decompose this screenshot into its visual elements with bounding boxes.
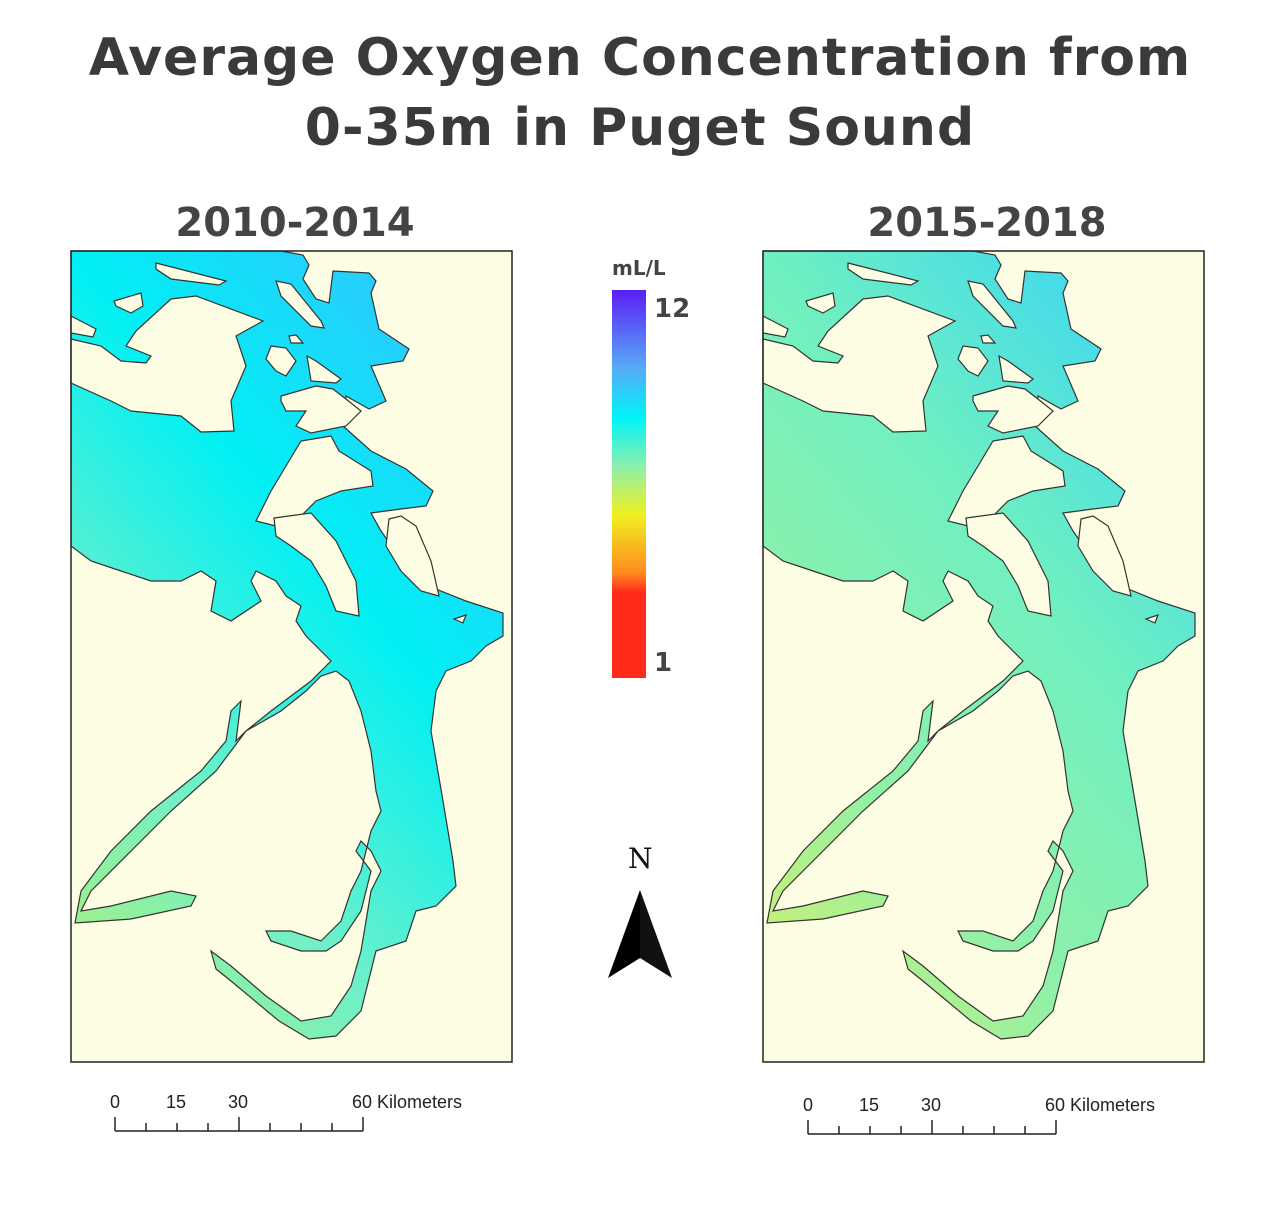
island	[998, 354, 1034, 384]
island	[275, 280, 325, 329]
map-frame	[762, 250, 1205, 1063]
island	[255, 435, 374, 527]
panel-title-2010-2014: 2010-2014	[175, 200, 415, 246]
legend-colorbar	[612, 290, 646, 678]
water-oxygen-surface	[70, 250, 504, 1040]
island	[947, 435, 1066, 527]
panel-title-2015-2018: 2015-2018	[867, 200, 1107, 246]
scale-label-30: 30	[921, 1095, 942, 1115]
island	[306, 354, 342, 384]
north-label: N	[628, 842, 653, 875]
water-oxygen-surface	[762, 250, 1196, 1040]
map-panel-2015-2018	[762, 250, 1205, 1063]
island	[847, 262, 920, 286]
island	[762, 295, 957, 433]
map-title-line-1: Average Oxygen Concentration from	[88, 28, 1192, 88]
map-title-line-2: 0-35m in Puget Sound	[304, 98, 976, 158]
scale-label-60: 60 Kilometers	[352, 1092, 463, 1112]
legend-max-label: 12	[654, 294, 691, 324]
island	[155, 262, 228, 286]
scale-label-0: 0	[803, 1095, 814, 1115]
scale-label-15: 15	[166, 1092, 187, 1112]
island	[1077, 515, 1132, 597]
island	[273, 512, 360, 617]
island	[972, 385, 1054, 434]
scale-bar	[114, 1117, 364, 1132]
island	[265, 345, 297, 377]
island	[965, 512, 1052, 617]
legend-min-label: 1	[654, 648, 673, 678]
island	[967, 280, 1017, 329]
scale-label-30: 30	[228, 1092, 249, 1112]
scale-label-0: 0	[110, 1092, 121, 1112]
island	[980, 334, 997, 344]
island	[385, 515, 440, 597]
map-frame	[70, 250, 513, 1063]
island	[280, 385, 362, 434]
island	[70, 295, 265, 433]
map-panel-2010-2014	[70, 250, 513, 1063]
north-arrow-icon	[608, 890, 640, 978]
island	[805, 292, 836, 314]
island	[957, 345, 989, 377]
scale-bar	[807, 1120, 1057, 1135]
island	[288, 334, 305, 344]
scale-label-15: 15	[859, 1095, 880, 1115]
island	[113, 292, 144, 314]
island	[452, 614, 468, 624]
island	[1144, 614, 1160, 624]
legend-unit: mL/L	[612, 256, 666, 280]
north-arrow-icon	[640, 890, 672, 978]
scale-label-60: 60 Kilometers	[1045, 1095, 1156, 1115]
